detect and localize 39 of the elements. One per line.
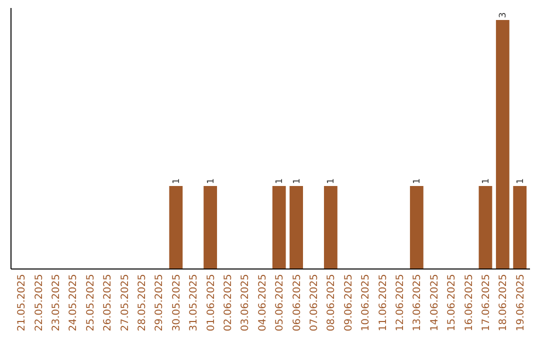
data-label: 3 — [498, 12, 509, 18]
x-tick-label: 19.06.2025 — [515, 274, 526, 332]
x-tick-label: 31.05.2025 — [188, 274, 200, 332]
data-label: 1 — [172, 178, 182, 184]
x-tick-label: 27.05.2025 — [120, 274, 131, 332]
x-tick-label: 17.06.2025 — [480, 274, 492, 332]
data-label: 1 — [206, 178, 216, 184]
x-tick-label: 18.06.2025 — [498, 274, 510, 332]
x-tick-label: 29.05.2025 — [154, 274, 166, 332]
x-tick-label: 23.05.2025 — [51, 274, 62, 332]
x-tick-label: 26.05.2025 — [102, 274, 114, 332]
x-tick-label: 09.06.2025 — [343, 274, 354, 332]
x-tick-label: 15.06.2025 — [446, 274, 458, 332]
data-label: 1 — [292, 178, 302, 184]
x-tick-label: 14.06.2025 — [429, 274, 440, 332]
x-tick-label: 30.05.2025 — [171, 274, 182, 332]
x-tick-label: 28.05.2025 — [137, 274, 148, 332]
x-tick-label: 08.06.2025 — [326, 274, 338, 332]
x-tick-label: 02.06.2025 — [223, 274, 234, 332]
data-label: 1 — [516, 178, 526, 184]
x-tick-label: 16.06.2025 — [464, 274, 475, 332]
x-tick-label: 25.05.2025 — [85, 274, 96, 332]
x-tick-label: 06.06.2025 — [292, 274, 303, 332]
x-tick-label: 24.05.2025 — [68, 274, 80, 332]
x-tick-label: 10.06.2025 — [360, 274, 372, 332]
data-label: 1 — [481, 178, 492, 184]
x-tick-label: 03.06.2025 — [240, 274, 252, 332]
x-tick-label: 04.06.2025 — [257, 274, 268, 332]
data-label: 1 — [412, 178, 423, 184]
x-tick-label: 21.05.2025 — [16, 274, 28, 332]
data-label: 1 — [275, 178, 286, 184]
x-tick-label: 01.06.2025 — [206, 274, 217, 332]
x-tick-label: 11.06.2025 — [378, 274, 389, 332]
x-tick-label: 13.06.2025 — [412, 274, 424, 332]
x-tick-label: 05.06.2025 — [274, 274, 286, 332]
data-label: 1 — [326, 178, 337, 184]
x-tick-label: 12.06.2025 — [394, 274, 406, 332]
x-tick-label: 07.06.2025 — [308, 274, 320, 332]
x-tick-label: 22.05.2025 — [34, 274, 45, 332]
